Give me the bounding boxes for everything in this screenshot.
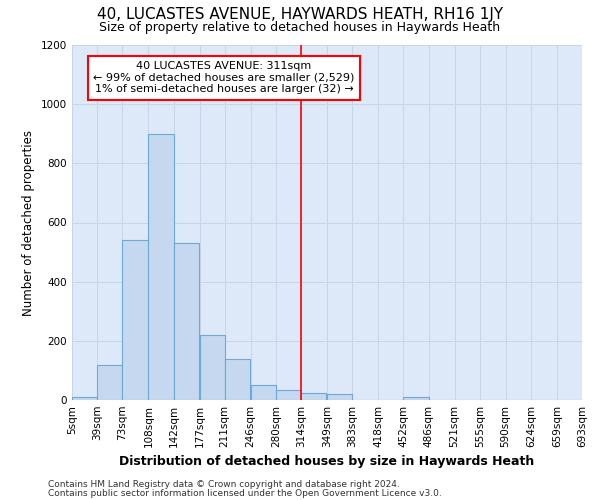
Bar (276, 390, 301, 400)
Text: Size of property relative to detached houses in Haywards Heath: Size of property relative to detached ho… (100, 21, 500, 34)
Text: Contains HM Land Registry data © Crown copyright and database right 2024.: Contains HM Land Registry data © Crown c… (48, 480, 400, 489)
Bar (301, 392, 326, 400)
Bar (148, 134, 173, 400)
Bar (199, 335, 225, 400)
Bar (97, 364, 122, 400)
Bar (327, 394, 352, 400)
Bar (225, 358, 250, 400)
Bar (251, 385, 276, 400)
Text: Contains public sector information licensed under the Open Government Licence v3: Contains public sector information licen… (48, 488, 442, 498)
Bar (173, 243, 199, 400)
Bar (403, 397, 428, 400)
Bar (122, 240, 148, 400)
Y-axis label: Number of detached properties: Number of detached properties (22, 130, 35, 316)
Bar (72, 397, 97, 400)
Text: 40 LUCASTES AVENUE: 311sqm
← 99% of detached houses are smaller (2,529)
1% of se: 40 LUCASTES AVENUE: 311sqm ← 99% of deta… (93, 62, 355, 94)
Text: 40, LUCASTES AVENUE, HAYWARDS HEATH, RH16 1JY: 40, LUCASTES AVENUE, HAYWARDS HEATH, RH1… (97, 8, 503, 22)
X-axis label: Distribution of detached houses by size in Haywards Heath: Distribution of detached houses by size … (119, 456, 535, 468)
